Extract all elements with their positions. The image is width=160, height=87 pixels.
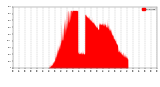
Legend: Solar Rad: Solar Rad [142,8,156,10]
